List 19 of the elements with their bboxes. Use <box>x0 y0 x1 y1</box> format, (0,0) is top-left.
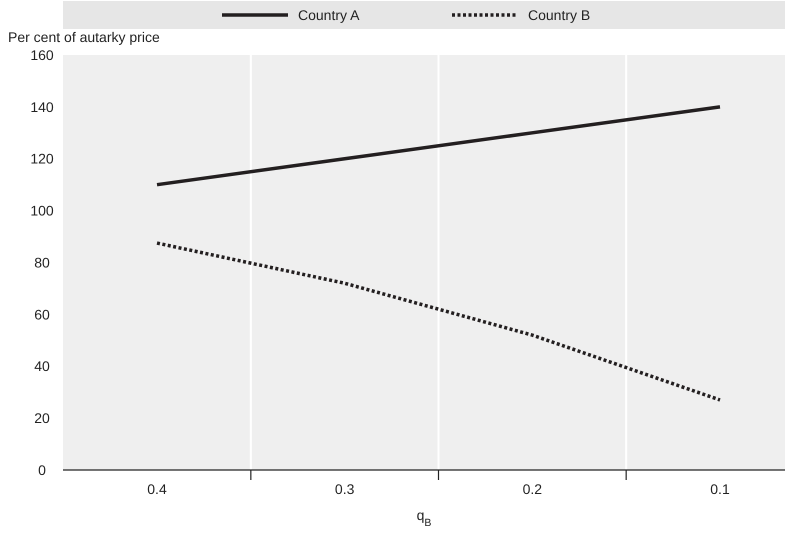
legend-label: Country B <box>528 6 590 23</box>
x-tick-label: 0.2 <box>522 481 542 497</box>
legend-label: Country A <box>298 6 360 23</box>
x-axis-title: q$_{B}$ <box>416 507 432 529</box>
y-tick-label: 160 <box>30 46 54 63</box>
x-tick-label: 0.3 <box>334 481 355 497</box>
line-series <box>155 105 722 186</box>
y-axis-title: Per cent of autarky price <box>8 29 160 45</box>
y-tick-label: 40 <box>34 358 50 374</box>
y-tick-label: 60 <box>34 306 50 322</box>
y-tick-label: 140 <box>30 98 54 115</box>
line-series <box>155 241 722 402</box>
y-tick-label: 100 <box>30 202 54 219</box>
y-tick-label: 120 <box>30 150 54 167</box>
x-tick-label: 0.4 <box>147 481 167 497</box>
x-tick-label: 0.1 <box>710 481 730 497</box>
y-tick-label: 80 <box>34 254 50 270</box>
y-tick-label: 20 <box>34 410 50 426</box>
y-tick-label: 0 <box>38 462 46 478</box>
